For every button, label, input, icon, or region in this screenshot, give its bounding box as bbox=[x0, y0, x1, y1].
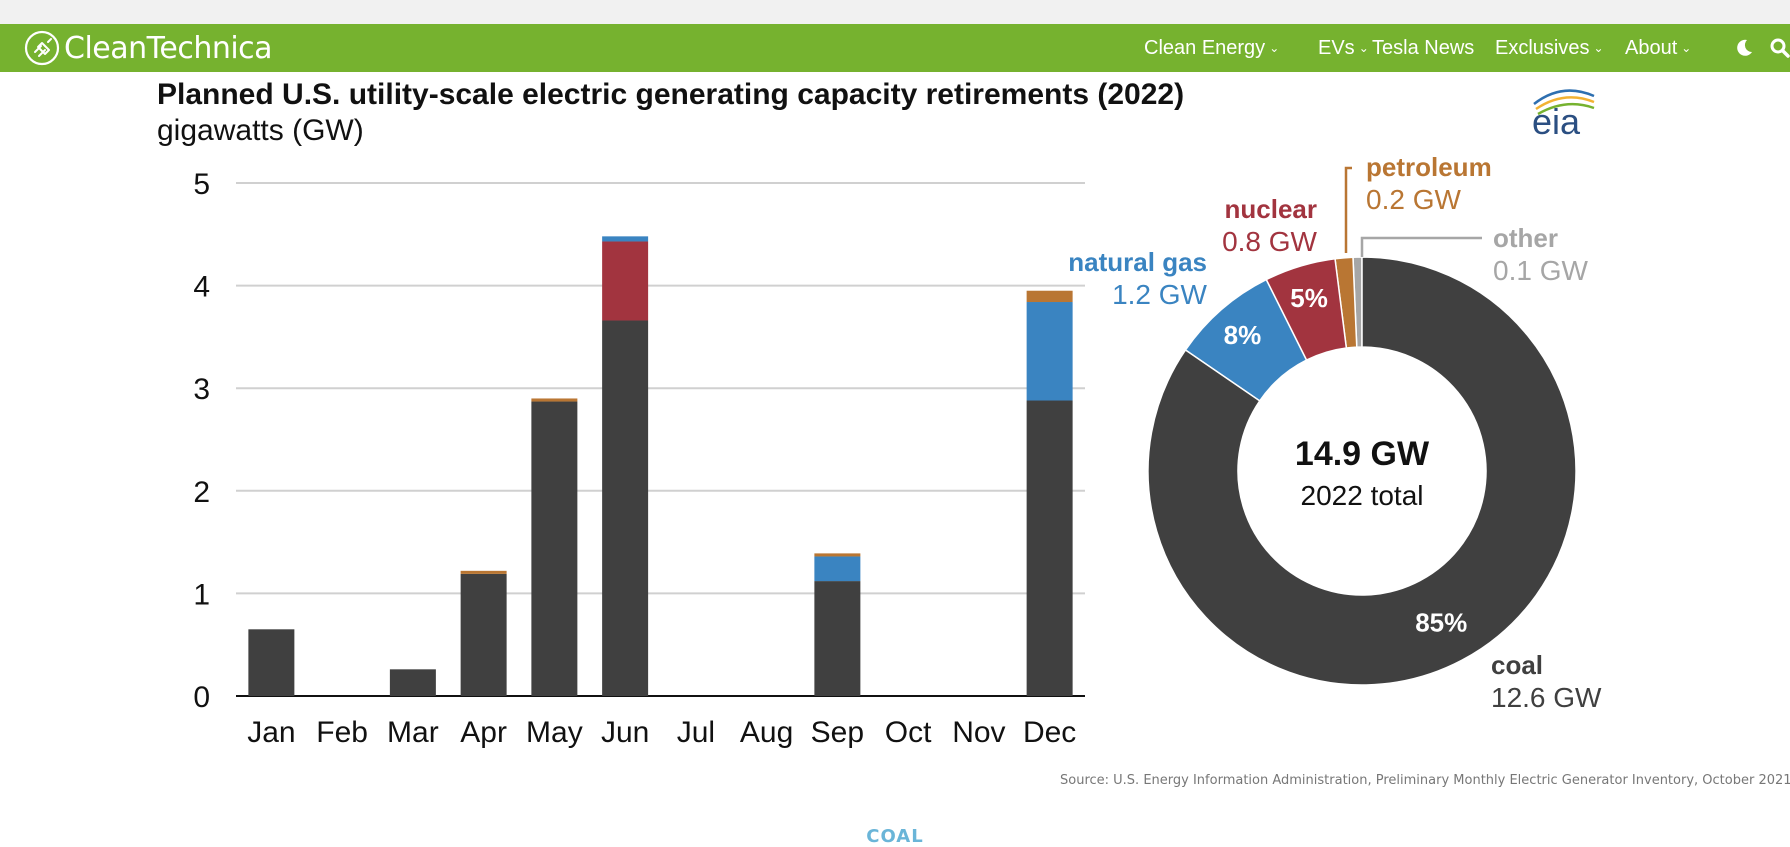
site-logo[interactable]: CleanTechnica bbox=[24, 28, 273, 68]
x-tick-label: Nov bbox=[952, 716, 1005, 749]
legend-value-petroleum: 0.2 GW bbox=[1366, 184, 1461, 215]
donut-slice-coal bbox=[1147, 256, 1577, 686]
nav-clean-energy[interactable]: Clean Energy ⌄ bbox=[1144, 24, 1279, 72]
y-tick-label: 5 bbox=[193, 168, 210, 201]
chevron-down-icon: ⌄ bbox=[1593, 41, 1604, 55]
moon-icon[interactable] bbox=[1732, 36, 1756, 60]
plug-logo-icon bbox=[24, 30, 60, 66]
x-tick-label: Mar bbox=[387, 716, 439, 749]
bar-coal-jan bbox=[248, 629, 295, 696]
nav-exclusives[interactable]: Exclusives ⌄ bbox=[1495, 24, 1604, 72]
leader-line-petroleum bbox=[1344, 166, 1352, 253]
bar-petroleum-dec bbox=[1026, 290, 1073, 303]
nav-label: Tesla News bbox=[1372, 37, 1475, 59]
logo-text: CleanTechnica bbox=[64, 30, 273, 66]
nav-label: About bbox=[1625, 37, 1678, 59]
bar-coal-dec bbox=[1026, 400, 1073, 696]
chevron-down-icon: ⌄ bbox=[1681, 41, 1692, 55]
y-tick-label: 2 bbox=[193, 476, 210, 509]
site-navbar: CleanTechnica Clean Energy ⌄ EVs ⌄ Tesla N… bbox=[0, 24, 1790, 72]
donut-center-label: 2022 total bbox=[1301, 480, 1424, 511]
legend-value-other: 0.1 GW bbox=[1493, 255, 1588, 286]
legend-name-petroleum: petroleum bbox=[1366, 152, 1492, 182]
bar-coal-apr bbox=[460, 573, 507, 696]
nav-tesla-news[interactable]: Tesla News bbox=[1372, 24, 1474, 72]
x-tick-label: Oct bbox=[885, 716, 932, 749]
legend-value-natural-gas: 1.2 GW bbox=[1112, 279, 1207, 310]
eia-logo: eia bbox=[1532, 89, 1595, 142]
browser-top-strip bbox=[0, 0, 1790, 24]
bar-coal-may bbox=[531, 401, 578, 696]
bar-coal-jun bbox=[602, 320, 649, 696]
donut-center-value: 14.9 GW bbox=[1295, 435, 1430, 473]
x-tick-label: May bbox=[526, 716, 583, 749]
donut-slice-petroleum bbox=[1334, 256, 1358, 349]
legend-name-other: other bbox=[1493, 223, 1558, 253]
x-tick-label: Jul bbox=[677, 716, 715, 749]
bar-natural-gas-jun bbox=[602, 236, 649, 242]
section-tag[interactable]: COAL bbox=[866, 826, 924, 847]
search-icon[interactable] bbox=[1768, 36, 1790, 60]
chevron-down-icon: ⌄ bbox=[1269, 41, 1280, 55]
legend-value-nuclear: 0.8 GW bbox=[1222, 226, 1317, 257]
percent-label: 85% bbox=[1415, 607, 1467, 637]
leader-line-other bbox=[1360, 236, 1482, 257]
bar-coal-mar bbox=[389, 669, 436, 696]
legend-value-coal: 12.6 GW bbox=[1491, 682, 1602, 713]
x-tick-label: Jan bbox=[247, 716, 295, 749]
y-tick-label: 3 bbox=[193, 373, 210, 406]
nav-evs[interactable]: EVs ⌄ bbox=[1318, 24, 1369, 72]
bar-natural-gas-dec bbox=[1026, 302, 1073, 401]
x-tick-label: Sep bbox=[811, 716, 864, 749]
x-tick-label: Aug bbox=[740, 716, 793, 749]
bar-natural-gas-sep bbox=[814, 556, 861, 582]
x-tick-label: Dec bbox=[1023, 716, 1076, 749]
eia-logo-text: eia bbox=[1532, 101, 1581, 142]
chart-title: Planned U.S. utility-scale electric gene… bbox=[157, 78, 1185, 111]
y-tick-label: 4 bbox=[193, 271, 210, 304]
y-tick-label: 0 bbox=[193, 681, 210, 714]
nav-label: EVs bbox=[1318, 37, 1355, 59]
bar-nuclear-jun bbox=[602, 241, 649, 321]
x-tick-label: Feb bbox=[316, 716, 368, 749]
bar-coal-sep bbox=[814, 581, 861, 696]
legend-name-coal: coal bbox=[1491, 650, 1543, 680]
bar-petroleum-apr bbox=[460, 570, 507, 574]
legend-name-nuclear: nuclear bbox=[1225, 194, 1318, 224]
percent-label: 5% bbox=[1290, 283, 1328, 313]
y-tick-label: 1 bbox=[193, 578, 210, 611]
nav-label: Exclusives bbox=[1495, 37, 1590, 59]
legend-name-natural-gas: natural gas bbox=[1068, 247, 1207, 277]
bar-petroleum-sep bbox=[814, 553, 861, 557]
x-tick-label: Apr bbox=[460, 716, 507, 749]
x-tick-label: Jun bbox=[601, 716, 649, 749]
chart-subtitle: gigawatts (GW) bbox=[157, 114, 364, 147]
nav-about[interactable]: About ⌄ bbox=[1625, 24, 1691, 72]
bar-petroleum-may bbox=[531, 398, 578, 402]
nav-label: Clean Energy bbox=[1144, 37, 1266, 59]
donut-slice-nuclear bbox=[1265, 257, 1348, 362]
source-note: Source: U.S. Energy Information Administ… bbox=[1060, 773, 1790, 788]
chevron-down-icon: ⌄ bbox=[1358, 41, 1369, 55]
percent-label: 8% bbox=[1224, 320, 1262, 350]
